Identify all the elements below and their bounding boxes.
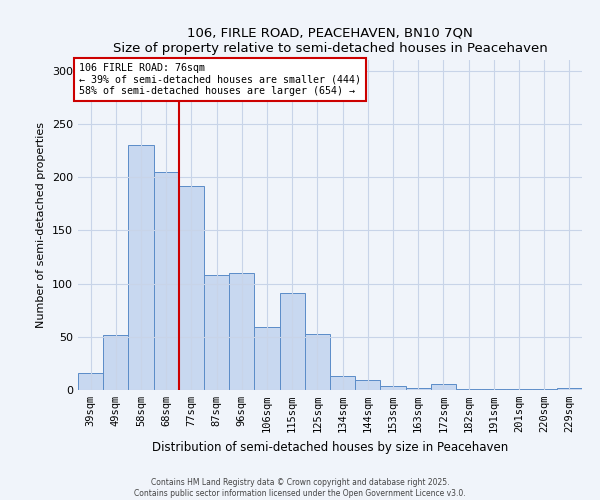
Bar bbox=[280, 293, 305, 390]
Bar bbox=[179, 186, 204, 390]
Bar bbox=[406, 388, 431, 390]
Bar bbox=[532, 389, 557, 390]
Text: 106 FIRLE ROAD: 76sqm
← 39% of semi-detached houses are smaller (444)
58% of sem: 106 FIRLE ROAD: 76sqm ← 39% of semi-deta… bbox=[79, 63, 361, 96]
Bar bbox=[456, 389, 481, 390]
Bar bbox=[78, 373, 103, 390]
Bar bbox=[431, 384, 456, 390]
Title: 106, FIRLE ROAD, PEACEHAVEN, BN10 7QN
Size of property relative to semi-detached: 106, FIRLE ROAD, PEACEHAVEN, BN10 7QN Si… bbox=[113, 26, 547, 54]
Bar bbox=[330, 376, 355, 390]
Bar bbox=[204, 275, 229, 390]
X-axis label: Distribution of semi-detached houses by size in Peacehaven: Distribution of semi-detached houses by … bbox=[152, 440, 508, 454]
Y-axis label: Number of semi-detached properties: Number of semi-detached properties bbox=[37, 122, 46, 328]
Bar bbox=[355, 380, 380, 390]
Bar bbox=[380, 386, 406, 390]
Bar bbox=[229, 273, 254, 390]
Text: Contains HM Land Registry data © Crown copyright and database right 2025.
Contai: Contains HM Land Registry data © Crown c… bbox=[134, 478, 466, 498]
Bar bbox=[154, 172, 179, 390]
Bar bbox=[481, 389, 506, 390]
Bar bbox=[128, 145, 154, 390]
Bar bbox=[103, 334, 128, 390]
Bar bbox=[506, 389, 532, 390]
Bar bbox=[305, 334, 330, 390]
Bar bbox=[254, 327, 280, 390]
Bar bbox=[557, 388, 582, 390]
